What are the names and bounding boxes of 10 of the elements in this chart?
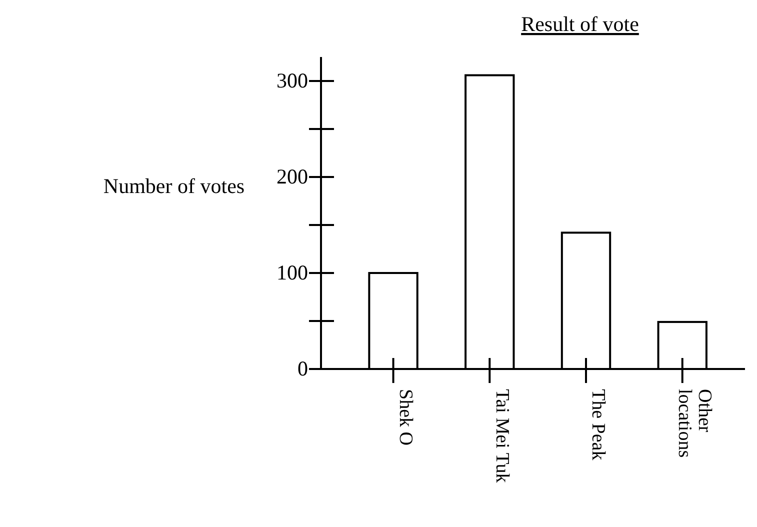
x-tick-label: Tai Mei Tuk bbox=[491, 389, 512, 484]
chart-title: Result of vote bbox=[521, 12, 639, 36]
x-tick-label: The Peak bbox=[588, 389, 609, 461]
y-tick-label: 200 bbox=[276, 164, 308, 189]
y-axis-title: Number of votes bbox=[103, 174, 245, 198]
x-tick-label: Other locations bbox=[674, 389, 716, 458]
y-tick-label: 0 bbox=[298, 356, 308, 381]
y-tick-label: 100 bbox=[276, 260, 308, 285]
y-tick-label: 300 bbox=[276, 68, 308, 93]
x-tick-label: Shek O bbox=[394, 389, 416, 446]
